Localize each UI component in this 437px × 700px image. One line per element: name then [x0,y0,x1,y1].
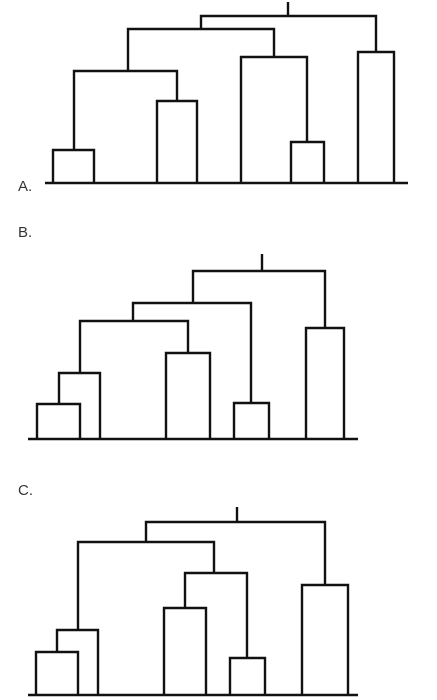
leaf-4-b [232,401,271,439]
clade-left-c [76,540,216,630]
dendrogram-a [45,2,408,185]
clade-pair-b [57,371,102,439]
clade-left-a [126,27,276,71]
leaf-2-a [155,99,199,183]
leaf-5-c [300,583,350,695]
leaf-4-a [289,140,326,183]
clade-inner-b [78,319,190,373]
option-label-a: A. [18,178,33,195]
clade-inner-a [72,69,179,150]
leaf-5-b [304,326,346,439]
leaf-1-b [35,402,82,439]
clade-mid-a [239,55,309,183]
clade-mid-c [183,571,249,658]
leaf-4-c [228,656,267,695]
leaf-5-a [356,50,396,183]
leaf-1-a [51,148,96,183]
option-label-c: C. [18,482,33,499]
root-bar-b [191,269,327,328]
dendrogram-b [28,254,358,441]
root-bar-c [144,520,327,585]
leaf-3-c [162,606,208,695]
clade-left-b [131,301,253,403]
dendrogram-c [28,507,358,697]
option-label-b: B. [18,224,33,241]
leaf-3-b [164,351,212,439]
leaf-1-c [34,650,80,695]
clade-pair-c [55,628,100,695]
root-bar-a [199,14,378,52]
